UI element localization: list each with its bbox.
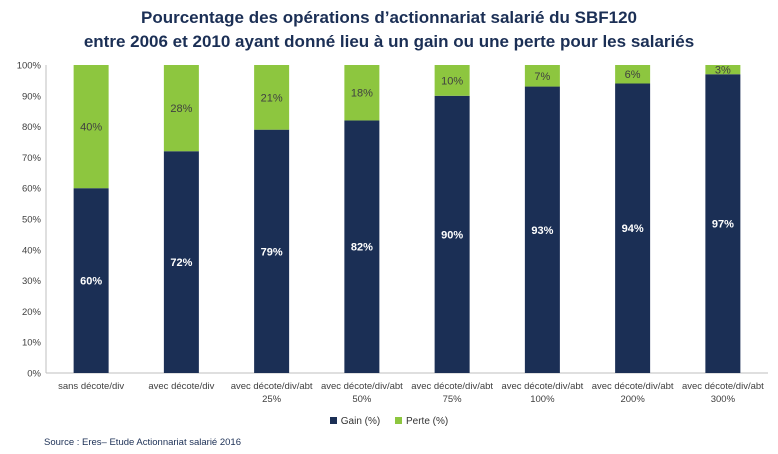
x-tick-label: avec décote/div/abt	[321, 381, 403, 392]
data-label-perte: 6%	[625, 69, 641, 81]
bar-gain	[434, 95, 470, 374]
bar-gain	[705, 74, 741, 374]
bar-perte	[615, 65, 651, 84]
data-label-perte: 7%	[534, 71, 550, 83]
y-tick-label: 30%	[22, 276, 42, 287]
data-label-perte: 28%	[170, 103, 192, 115]
legend-item-gain: Gain (%)	[329, 416, 381, 427]
legend-swatch-perte	[395, 417, 402, 424]
data-label-gain: 79%	[261, 246, 283, 258]
data-label-perte: 3%	[715, 65, 731, 77]
x-tick-label: avec décote/div	[148, 381, 214, 392]
data-label-perte: 40%	[80, 122, 102, 134]
bar-gain	[254, 129, 290, 373]
legend-swatch-gain	[329, 417, 337, 424]
bar-perte	[705, 65, 741, 75]
data-label-gain: 60%	[80, 276, 102, 288]
bar-gain	[163, 151, 199, 373]
data-label-gain: 72%	[170, 257, 192, 269]
bar-gain	[73, 188, 109, 373]
y-tick-label: 0%	[27, 369, 41, 380]
bar-perte	[344, 65, 380, 121]
x-tick-label: avec décote/div/abt	[592, 381, 674, 392]
bar-gain	[344, 120, 380, 373]
legend-label-perte: Perte (%)	[406, 416, 449, 427]
bar-gain	[524, 86, 560, 373]
chart-title-line-2: entre 2006 et 2010 ayant donné lieu à un…	[83, 32, 695, 51]
chart-title-line-1: Pourcentage des opérations d’actionnaria…	[141, 8, 637, 27]
x-tick-label: avec décote/div/abt	[682, 381, 764, 392]
data-label-gain: 94%	[622, 223, 644, 235]
y-tick-label: 60%	[22, 184, 42, 195]
x-tick-label: 25%	[262, 394, 282, 405]
x-tick-label: 50%	[352, 394, 372, 405]
x-tick-label: 100%	[530, 394, 555, 405]
bar-perte	[434, 65, 470, 96]
y-tick-label: 40%	[22, 245, 42, 256]
data-label-gain: 82%	[351, 242, 373, 254]
data-label-perte: 10%	[441, 75, 463, 87]
x-tick-label: 300%	[711, 394, 736, 405]
y-tick-label: 90%	[22, 91, 42, 102]
x-tick-label: avec décote/div/abt	[231, 381, 313, 392]
chart-title: Pourcentage des opérations d’actionnaria…	[0, 6, 778, 54]
bar-perte	[254, 65, 290, 130]
data-label-gain: 90%	[441, 229, 463, 241]
x-tick-label: sans décote/div	[58, 381, 124, 392]
x-tick-label: 75%	[443, 394, 463, 405]
y-tick-label: 70%	[22, 153, 42, 164]
bar-perte	[73, 65, 109, 189]
bar-gain	[615, 83, 651, 373]
data-label-gain: 93%	[531, 225, 553, 237]
source-note: Source : Eres– Etude Actionnariat salari…	[44, 437, 241, 448]
y-tick-label: 50%	[22, 215, 42, 226]
x-tick-label: avec décote/div/abt	[411, 381, 493, 392]
legend: Gain (%) Perte (%)	[0, 416, 778, 427]
legend-label-gain: Gain (%)	[340, 416, 381, 427]
data-label-gain: 97%	[712, 219, 734, 231]
x-tick-label: 200%	[620, 394, 645, 405]
y-tick-label: 80%	[22, 122, 42, 133]
data-label-perte: 18%	[351, 88, 373, 100]
y-tick-label: 100%	[17, 61, 42, 72]
legend-item-perte: Perte (%)	[395, 416, 448, 427]
y-tick-label: 10%	[22, 338, 42, 349]
bar-perte	[524, 65, 560, 87]
y-tick-label: 20%	[22, 307, 42, 318]
data-label-perte: 21%	[261, 92, 283, 104]
bar-perte	[163, 65, 199, 152]
x-tick-label: avec décote/div/abt	[501, 381, 583, 392]
